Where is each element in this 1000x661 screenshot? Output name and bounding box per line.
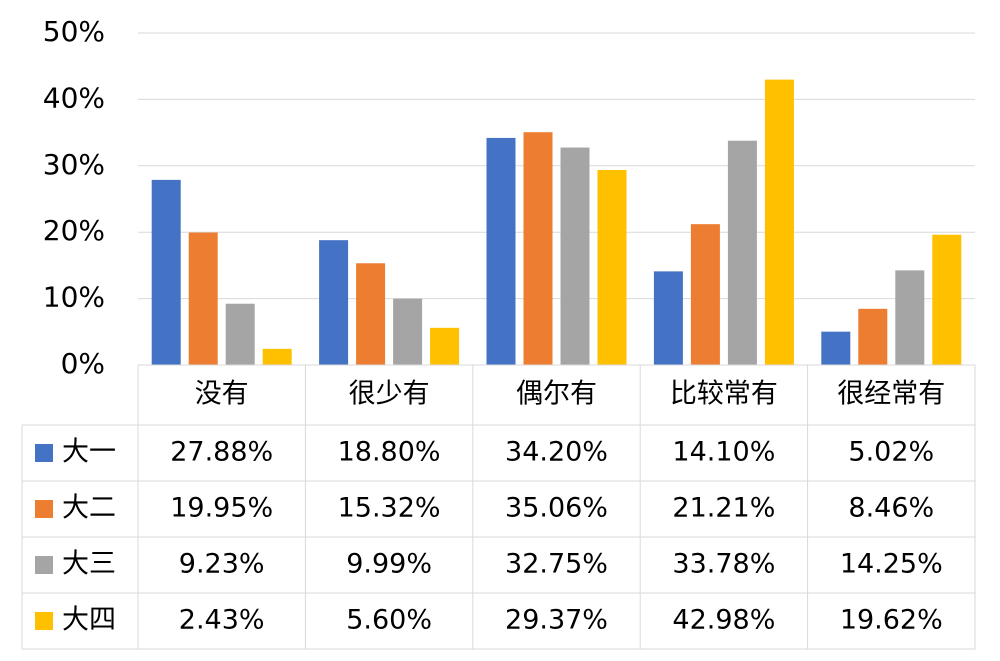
bar <box>895 270 925 365</box>
bar <box>858 308 888 365</box>
category-label: 偶尔有 <box>516 379 597 410</box>
bar <box>430 327 460 365</box>
bar <box>597 169 627 365</box>
legend-label: 大三 <box>62 549 116 580</box>
y-tick-label: 40% <box>43 81 105 114</box>
bar <box>151 179 181 365</box>
table-value: 14.10% <box>672 437 775 468</box>
legend-swatch <box>35 556 53 574</box>
table-value: 14.25% <box>840 549 943 580</box>
bar <box>188 232 218 365</box>
category-label: 很少有 <box>349 379 430 410</box>
legend-label: 大二 <box>62 493 116 524</box>
bar <box>653 271 683 365</box>
bar <box>393 298 423 365</box>
table-value: 2.43% <box>179 605 265 636</box>
legend-swatch <box>35 612 53 630</box>
bar <box>690 224 720 365</box>
bar <box>319 240 349 365</box>
legend-label: 大一 <box>62 437 116 468</box>
bar <box>486 137 516 365</box>
table-value: 19.62% <box>840 605 943 636</box>
bar <box>764 79 794 366</box>
bar <box>225 303 255 365</box>
category-label: 没有 <box>195 379 249 410</box>
table-value: 29.37% <box>505 605 608 636</box>
category-label: 很经常有 <box>837 379 945 410</box>
table-value: 42.98% <box>672 605 775 636</box>
table-value: 18.80% <box>338 437 441 468</box>
table-value: 5.60% <box>346 605 432 636</box>
y-tick-label: 50% <box>43 15 105 48</box>
legend-swatch <box>35 444 53 462</box>
y-tick-label: 30% <box>43 148 105 181</box>
table-value: 34.20% <box>505 437 608 468</box>
table-value: 35.06% <box>505 493 608 524</box>
y-tick-label: 20% <box>43 214 105 247</box>
table-value: 19.95% <box>170 493 273 524</box>
table-value: 15.32% <box>338 493 441 524</box>
bar <box>560 147 590 365</box>
bar <box>932 234 962 365</box>
y-tick-label: 10% <box>43 281 105 314</box>
bar <box>523 132 553 365</box>
bar <box>356 263 386 365</box>
table-value: 9.23% <box>179 549 265 580</box>
bar <box>821 331 851 365</box>
y-tick-label: 0% <box>61 347 105 380</box>
legend-swatch <box>35 500 53 518</box>
table-value: 9.99% <box>346 549 432 580</box>
table-value: 27.88% <box>170 437 273 468</box>
table-value: 21.21% <box>672 493 775 524</box>
table-value: 33.78% <box>672 549 775 580</box>
table-value: 8.46% <box>848 493 934 524</box>
legend-label: 大四 <box>62 605 116 636</box>
table-value: 32.75% <box>505 549 608 580</box>
bar <box>727 140 757 365</box>
table-value: 5.02% <box>848 437 934 468</box>
category-label: 比较常有 <box>670 379 778 410</box>
bar <box>262 348 292 365</box>
